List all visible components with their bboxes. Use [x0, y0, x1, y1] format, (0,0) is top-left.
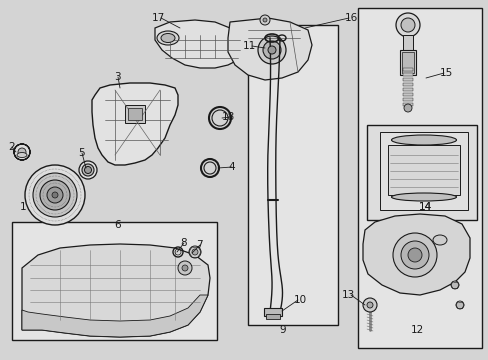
Circle shape: [47, 187, 63, 203]
Polygon shape: [155, 20, 247, 68]
Circle shape: [450, 281, 458, 289]
Circle shape: [395, 13, 419, 37]
Ellipse shape: [391, 193, 456, 201]
Bar: [402, 35, 412, 50]
Circle shape: [40, 180, 70, 210]
Bar: [379, 132, 467, 210]
Bar: [125, 105, 145, 123]
Text: 18: 18: [221, 112, 235, 122]
Polygon shape: [227, 18, 311, 80]
Text: 15: 15: [439, 68, 452, 78]
Circle shape: [260, 15, 269, 25]
Text: 11: 11: [242, 41, 256, 51]
Text: 1: 1: [20, 202, 26, 212]
Bar: [399, 50, 415, 75]
Bar: [12, 222, 217, 340]
Text: 16: 16: [345, 13, 358, 23]
Ellipse shape: [82, 164, 94, 176]
Circle shape: [455, 301, 463, 309]
Circle shape: [392, 233, 436, 277]
Text: 14: 14: [418, 202, 431, 212]
Bar: [402, 73, 412, 76]
Bar: [128, 108, 142, 120]
Text: 2: 2: [8, 142, 15, 152]
Polygon shape: [362, 214, 469, 295]
Text: 9: 9: [279, 325, 286, 335]
Bar: [402, 78, 412, 81]
Bar: [402, 103, 412, 106]
Circle shape: [33, 173, 77, 217]
Ellipse shape: [157, 31, 179, 45]
Circle shape: [362, 298, 376, 312]
Bar: [402, 83, 412, 86]
Ellipse shape: [161, 33, 175, 42]
Circle shape: [182, 265, 187, 271]
Ellipse shape: [432, 235, 446, 245]
Polygon shape: [22, 295, 207, 337]
Ellipse shape: [84, 166, 91, 174]
Text: 10: 10: [293, 295, 306, 305]
Polygon shape: [22, 244, 209, 337]
Circle shape: [403, 104, 411, 112]
Text: 13: 13: [341, 290, 354, 300]
Circle shape: [263, 18, 266, 22]
Bar: [401, 52, 413, 73]
Bar: [402, 98, 412, 101]
Circle shape: [192, 249, 198, 255]
Text: 6: 6: [115, 220, 121, 230]
Circle shape: [400, 241, 428, 269]
Text: 17: 17: [151, 13, 164, 23]
Bar: [366, 125, 476, 220]
Bar: [387, 145, 459, 195]
Text: 8: 8: [180, 238, 186, 248]
Text: 7: 7: [196, 240, 202, 250]
Circle shape: [178, 261, 192, 275]
Circle shape: [407, 248, 421, 262]
Ellipse shape: [391, 135, 456, 145]
Polygon shape: [92, 83, 178, 165]
Bar: [247, 25, 337, 325]
Circle shape: [14, 144, 30, 160]
Text: 4: 4: [227, 162, 234, 172]
Text: 12: 12: [409, 325, 423, 335]
Text: 5: 5: [78, 148, 84, 158]
Text: 3: 3: [114, 72, 121, 82]
Circle shape: [189, 246, 201, 258]
Ellipse shape: [267, 46, 275, 54]
Circle shape: [25, 165, 85, 225]
Bar: [357, 8, 481, 348]
Ellipse shape: [79, 161, 97, 179]
Ellipse shape: [263, 41, 281, 59]
Ellipse shape: [17, 153, 27, 158]
Text: 14: 14: [418, 202, 431, 212]
Bar: [402, 88, 412, 91]
Bar: [264, 308, 282, 316]
Ellipse shape: [258, 36, 285, 64]
Circle shape: [18, 148, 26, 156]
Circle shape: [52, 192, 58, 198]
Bar: [402, 93, 412, 96]
Bar: [265, 314, 280, 319]
Circle shape: [400, 18, 414, 32]
Bar: [402, 68, 412, 71]
Circle shape: [366, 302, 372, 308]
